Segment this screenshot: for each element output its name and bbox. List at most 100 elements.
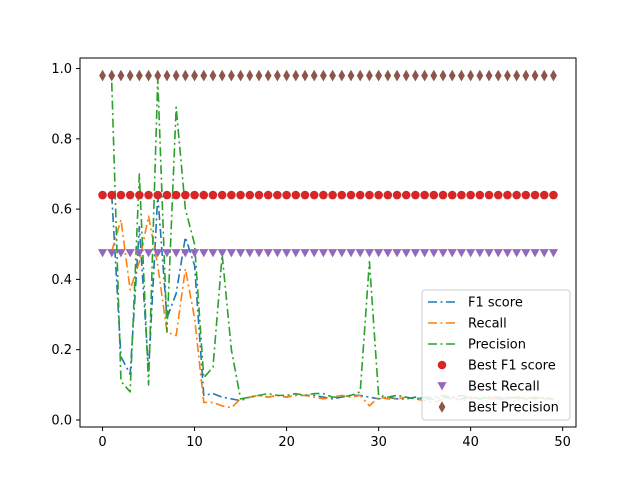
marker-best-precision <box>393 69 401 82</box>
marker-best-precision <box>522 69 530 82</box>
marker-best-f1-score <box>98 190 107 200</box>
marker-best-f1-score <box>521 190 531 200</box>
marker-best-recall <box>162 249 172 258</box>
marker-best-precision <box>402 69 410 82</box>
legend-label-best-precision: Best Precision <box>468 401 559 416</box>
marker-best-f1-score <box>309 190 319 200</box>
y-tick-label: 0.0 <box>51 413 72 428</box>
y-tick-label: 0.6 <box>51 203 72 218</box>
marker-best-f1-score <box>401 190 411 200</box>
marker-best-recall <box>254 249 264 258</box>
marker-best-recall <box>291 249 301 258</box>
marker-best-precision <box>430 69 438 82</box>
marker-best-precision <box>338 69 346 82</box>
marker-best-recall <box>466 249 476 258</box>
marker-best-precision <box>154 69 162 82</box>
marker-best-recall <box>217 249 227 258</box>
marker-best-precision <box>246 69 254 82</box>
marker-best-f1-score <box>328 190 337 200</box>
marker-best-precision <box>200 69 208 82</box>
marker-best-precision <box>448 69 456 82</box>
marker-best-f1-score <box>181 190 190 200</box>
marker-best-f1-score <box>355 190 365 200</box>
marker-best-precision <box>531 69 539 82</box>
marker-best-recall <box>272 249 282 258</box>
marker-best-recall <box>337 249 347 258</box>
marker-best-recall <box>125 249 135 258</box>
marker-best-f1-score <box>383 190 393 200</box>
legend-entry-precision: Precision <box>428 338 526 353</box>
marker-best-f1-score <box>411 190 420 200</box>
legend-entry-best-precision: Best Precision <box>438 401 559 416</box>
marker-best-f1-score <box>503 190 512 200</box>
marker-best-f1-score <box>392 190 402 200</box>
marker-best-precision <box>117 69 125 82</box>
marker-best-precision <box>126 69 134 82</box>
marker-best-recall <box>97 249 108 258</box>
marker-best-precision <box>504 69 511 82</box>
marker-best-recall <box>143 249 154 258</box>
x-tick-label: 50 <box>554 435 571 450</box>
marker-best-recall <box>226 249 236 258</box>
marker-best-precision <box>283 69 290 82</box>
marker-best-f1-score <box>530 190 540 200</box>
marker-best-recall <box>447 249 457 258</box>
marker-best-recall <box>107 249 117 258</box>
marker-best-f1-score <box>337 190 347 200</box>
marker-best-f1-score <box>125 190 135 200</box>
marker-best-recall <box>134 249 144 258</box>
marker-best-f1-score <box>162 190 172 200</box>
marker-best-f1-score <box>144 190 153 200</box>
marker-best-precision <box>264 69 272 82</box>
marker-best-recall <box>401 249 411 258</box>
legend-swatch-best-precision <box>438 401 446 413</box>
marker-best-f1-score <box>227 190 236 200</box>
x-tick-label: 30 <box>370 435 387 450</box>
marker-best-f1-score <box>484 190 494 200</box>
marker-best-precision <box>513 69 521 82</box>
marker-best-recall <box>429 249 439 258</box>
x-tick-label: 20 <box>278 435 295 450</box>
marker-best-precision <box>181 69 189 82</box>
marker-best-precision <box>99 69 106 82</box>
axes-layer: 0 10 20 30 40 50 0.0 0.2 0.4 0.6 0.8 1.0 <box>51 57 577 450</box>
marker-best-recall <box>484 249 494 258</box>
marker-best-recall <box>456 249 467 258</box>
marker-best-recall <box>475 249 485 258</box>
legend-label-best-f1-score: Best F1 score <box>468 359 556 374</box>
marker-best-recall <box>420 249 430 258</box>
x-tick-label: 10 <box>186 435 203 450</box>
marker-best-precision <box>384 69 392 82</box>
marker-best-recall <box>374 249 384 258</box>
marker-best-f1-score <box>493 190 503 200</box>
marker-best-recall <box>355 249 365 258</box>
marker-best-recall <box>199 249 209 258</box>
marker-best-f1-score <box>217 190 227 200</box>
legend-label-f1-score: F1 score <box>468 296 523 311</box>
marker-best-precision <box>494 69 502 82</box>
marker-best-recall <box>539 249 549 258</box>
marker-best-f1-score <box>263 190 273 200</box>
marker-best-f1-score <box>254 190 264 200</box>
marker-best-recall <box>392 249 402 258</box>
marker-best-f1-score <box>107 190 117 200</box>
marker-best-f1-score <box>420 190 429 200</box>
marker-best-recall <box>116 249 126 258</box>
legend-label-best-recall: Best Recall <box>468 380 540 395</box>
marker-best-recall <box>263 249 273 258</box>
marker-best-recall <box>153 249 163 258</box>
series-markers-best-recall <box>97 249 559 258</box>
marker-best-precision <box>172 69 180 82</box>
marker-best-f1-score <box>346 190 356 200</box>
x-tick-label: 0 <box>98 435 106 450</box>
marker-best-recall <box>171 249 181 258</box>
marker-best-f1-score <box>429 190 439 200</box>
y-tick-label: 1.0 <box>51 62 72 77</box>
marker-best-f1-score <box>466 190 475 200</box>
marker-best-recall <box>512 249 522 258</box>
marker-best-f1-score <box>365 190 374 200</box>
axes-frame <box>79 57 577 428</box>
marker-best-recall <box>328 249 338 258</box>
marker-best-precision <box>347 69 355 82</box>
marker-best-f1-score <box>475 190 485 200</box>
